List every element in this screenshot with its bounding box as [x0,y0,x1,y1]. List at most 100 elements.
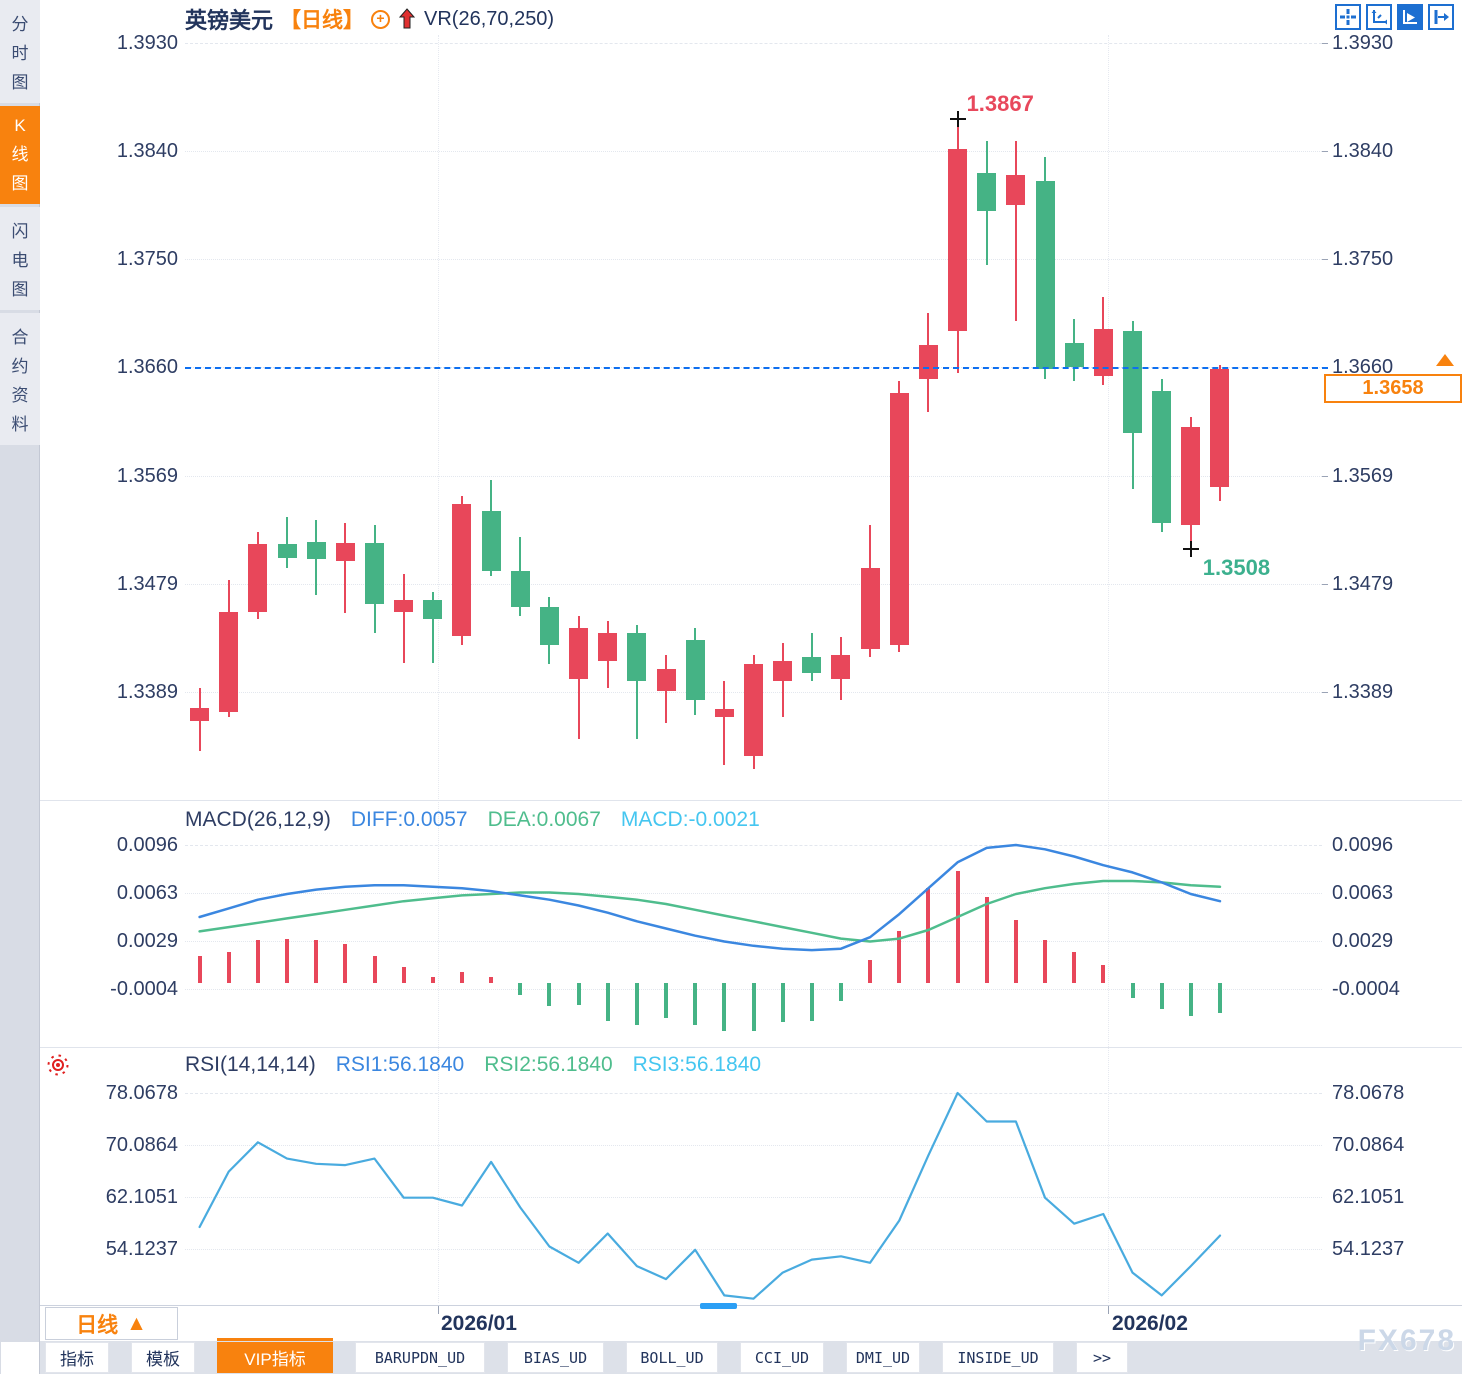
bottom-tab-7[interactable]: CCI_UD [740,1342,824,1373]
candlestick [977,172,997,211]
sidebar-item-1[interactable]: 分时图 [0,0,40,103]
candle-wick [723,681,726,766]
rsi-gridline [185,1145,1322,1146]
bottom-tab-6[interactable]: BOLL_UD [626,1342,718,1373]
macd-header: MACD(26,12,9) DIFF:0.0057 DEA:0.0067 MAC… [185,808,760,832]
rsi-gridline [185,1196,1322,1198]
candlestick [1210,369,1230,487]
macd-histogram-bar [285,938,290,984]
period-tag[interactable]: 【日线】 [280,9,365,32]
macd-gridline [185,941,1322,943]
price-gridline [185,584,1322,586]
macd-histogram-bar [897,931,902,984]
macd-histogram-bar [255,940,260,984]
bottom-tab-4[interactable]: BARUPDN_UD [355,1342,485,1373]
axis-tick [1322,150,1328,152]
candlestick [569,628,589,679]
rsi-title[interactable]: RSI(14,14,14) [185,1053,316,1076]
axis-tick [1322,476,1328,478]
circle-plus-icon[interactable]: + [371,9,391,29]
macd-histogram-bar [226,951,231,984]
bottom-tab-5[interactable]: BIAS_UD [507,1342,604,1373]
bottom-tab-9[interactable]: INSIDE_UD [942,1342,1054,1373]
macd-diff-value: DIFF:0.0057 [350,808,468,831]
rsi-axis-label-right: 70.0864 [1332,1134,1405,1156]
sidebar-item-char: 资 [11,386,29,405]
macd-histogram-bar [518,983,523,995]
sidebar-item-char: 电 [11,251,29,270]
bottom-tab-10[interactable]: >> [1076,1342,1128,1373]
candlestick [802,657,822,673]
price-cross-marker [1182,541,1199,558]
candlestick [1152,390,1172,523]
macd-histogram-bar [372,955,377,984]
candle-wick [286,516,289,569]
indicator-line [198,879,1222,943]
candlestick [1006,174,1026,205]
macd-histogram-bar [1188,983,1193,1017]
candle-wick [1014,141,1017,322]
macd-histogram-bar [197,955,202,984]
candlestick [744,664,763,756]
axis-fit-icon[interactable] [1366,4,1392,30]
x-axis-label: 2026/01 [441,1312,517,1335]
candlestick [277,544,297,558]
sidebar-item-char: K [14,116,26,135]
price-axis-label-left: 1.3389 [116,681,178,703]
red-target-icon[interactable] [46,1053,70,1077]
macd-histogram-bar [722,983,727,1031]
macd-histogram-bar [751,983,756,1031]
macd-histogram-bar [1217,983,1222,1014]
panel-separator [40,1047,1462,1048]
indicator-tabbar: 指标 模板 VIP指标 BARUPDN_UD BIAS_UD BOLL_UD CCI_UD D… [40,1341,1462,1374]
axis-tick [1322,584,1328,586]
candlestick [1181,426,1201,526]
price-axis-label-right: 1.3750 [1332,247,1394,270]
high-price-annotation: 1.3867 [966,90,1034,116]
candlestick [539,606,559,646]
price-axis-label-left: 1.3840 [116,139,178,162]
overlay-indicator-label[interactable]: VR(26,70,250) [424,7,555,30]
candlestick [306,542,326,559]
candle-wick [402,574,405,664]
bottom-tab-3[interactable]: VIP指标 [217,1342,333,1373]
candlestick [627,633,647,682]
sidebar-item-4[interactable]: 合约资料 [0,313,40,445]
period-selector[interactable]: 日线 ▲ [45,1307,178,1340]
macd-histogram-bar [1043,940,1048,984]
macd-histogram-bar [809,983,814,1021]
candle-wick [810,633,813,682]
candle-wick [344,522,347,613]
sidebar-item-char: 图 [11,174,29,193]
macd-axis-label-right: 0.0063 [1332,881,1394,904]
macd-histogram-bar [401,967,406,984]
bottom-tab-2[interactable]: 模板 [131,1342,195,1373]
bottom-tab-8[interactable]: DMI_UD [846,1342,920,1373]
macd-histogram-bar [459,971,464,984]
indicator-line [198,843,1222,952]
auto-scale-icon[interactable] [1397,4,1423,30]
candlestick [335,543,355,562]
candlestick [714,708,734,718]
sidebar-item-3[interactable]: 闪电图 [0,207,40,310]
candlestick [1064,342,1084,367]
macd-title[interactable]: MACD(26,12,9) [185,808,331,831]
rsi-axis-label-right: 62.1051 [1332,1185,1405,1208]
jump-to-latest-icon[interactable] [1428,4,1454,30]
x-axis-tick [1108,1306,1109,1314]
price-axis-label-left: 1.3569 [116,465,178,488]
bottom-tab-1[interactable]: 指标 [45,1342,109,1373]
crosshair-icon[interactable] [1335,4,1361,30]
price-cross-marker [949,110,966,127]
macd-histogram-bar [926,888,931,984]
price-axis-label-left: 1.3750 [116,247,178,270]
sidebar-item-char: 图 [11,280,29,299]
price-axis-label-right: 1.3389 [1332,681,1394,703]
axis-tick [1322,258,1328,260]
scrollbar-thumb[interactable] [700,1303,737,1309]
chart-title-row: 英镑美元 【日线】 + VR(26,70,250) [185,6,555,34]
price-axis-label-right: 1.3569 [1332,465,1394,488]
price-gridline [185,258,1322,260]
current-price-box[interactable]: 1.3658 [1324,373,1462,403]
